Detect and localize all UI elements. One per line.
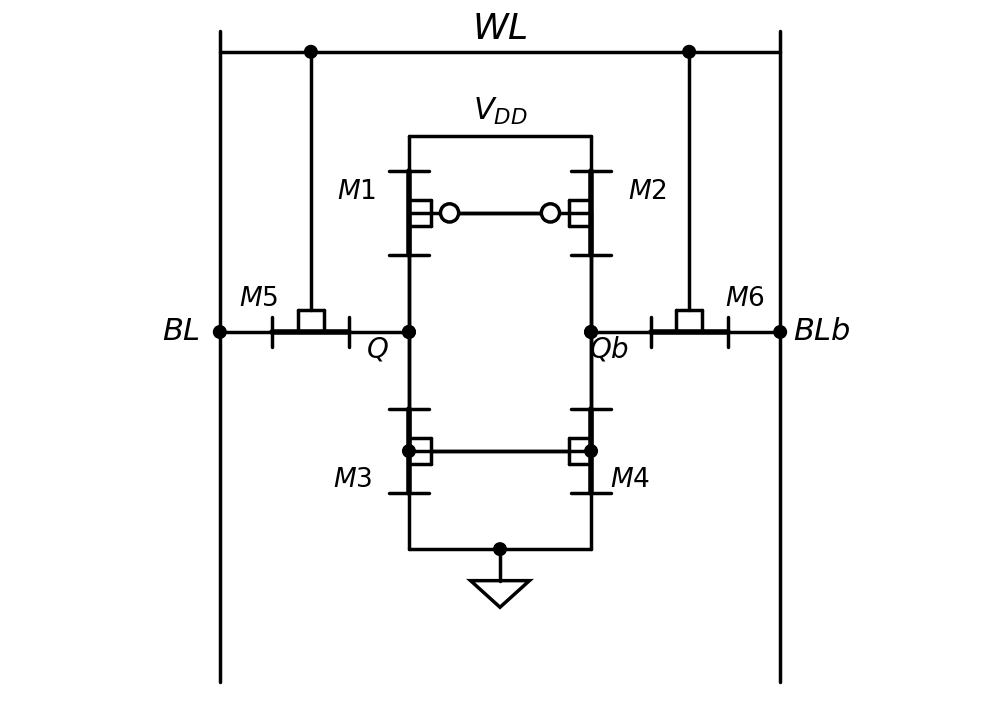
Circle shape (774, 325, 786, 338)
Text: $M5$: $M5$ (239, 286, 278, 311)
Text: $Q$: $Q$ (366, 335, 389, 364)
Circle shape (494, 543, 506, 556)
Circle shape (585, 445, 597, 457)
Text: $BL$: $BL$ (162, 316, 200, 347)
Circle shape (541, 204, 560, 222)
Text: $BLb$: $BLb$ (793, 316, 851, 347)
Text: $M2$: $M2$ (628, 179, 667, 205)
Circle shape (440, 204, 459, 222)
Text: $M6$: $M6$ (725, 286, 765, 311)
Text: $M4$: $M4$ (610, 467, 650, 491)
Circle shape (683, 45, 695, 58)
Circle shape (403, 445, 415, 457)
Text: $WL$: $WL$ (472, 13, 528, 47)
Text: $Qb$: $Qb$ (589, 335, 629, 364)
Text: $M3$: $M3$ (333, 467, 373, 491)
Text: $V_{DD}$: $V_{DD}$ (473, 96, 527, 127)
Circle shape (403, 325, 415, 338)
Circle shape (403, 325, 415, 338)
Circle shape (305, 45, 317, 58)
Text: $M1$: $M1$ (337, 179, 376, 205)
Circle shape (214, 325, 226, 338)
Circle shape (585, 325, 597, 338)
Circle shape (585, 325, 597, 338)
